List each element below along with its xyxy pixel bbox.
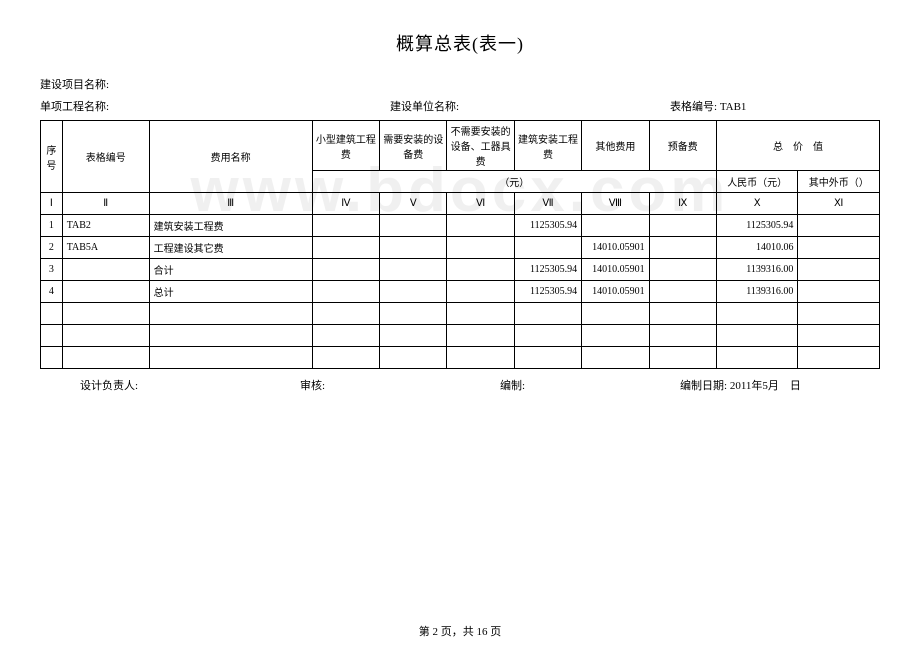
project-name-label: 建设项目名称: (40, 76, 390, 92)
budget-table: 序号 表格编号 费用名称 小型建筑工程费 需要安装的设备费 不需要安装的设备、工… (40, 120, 880, 369)
table-row (41, 325, 880, 347)
page-indicator: 第 2 页，共 16 页 (0, 623, 920, 639)
table-row (41, 347, 880, 369)
th-foreign: 其中外币（） (798, 171, 880, 193)
designer-label: 设计负责人: (80, 377, 300, 393)
compiler-label: 编制: (500, 377, 680, 393)
unit-project-label: 单项工程名称: (40, 98, 390, 114)
table-code-label: 表格编号: TAB1 (670, 98, 880, 114)
compile-date: 编制日期: 2011年5月 日 (680, 377, 880, 393)
table-row: 3合计1125305.9414010.059011139316.00 (41, 259, 880, 281)
th-build: 建筑安装工程费 (514, 121, 581, 171)
th-seq: 序号 (41, 121, 63, 193)
constructor-label: 建设单位名称: (390, 98, 670, 114)
table-row: 1TAB2建筑安装工程费1125305.941125305.94 (41, 215, 880, 237)
th-code: 表格编号 (62, 121, 149, 193)
th-name: 费用名称 (149, 121, 312, 193)
th-need: 需要安装的设备费 (380, 121, 447, 171)
th-unit: （元） (312, 171, 716, 193)
review-label: 审核: (300, 377, 500, 393)
table-row: 4总计1125305.9414010.059011139316.00 (41, 281, 880, 303)
page-title: 概算总表(表一) (40, 30, 880, 56)
th-reserve: 预备费 (649, 121, 716, 171)
th-total: 总 价 值 (716, 121, 879, 171)
th-other: 其他费用 (582, 121, 649, 171)
th-no: 不需要安装的设备、工器具费 (447, 121, 514, 171)
th-rmb: 人民币（元） (716, 171, 798, 193)
th-small: 小型建筑工程费 (312, 121, 379, 171)
table-row (41, 303, 880, 325)
roman-row: ⅠⅡⅢ ⅣⅤⅥ ⅦⅧⅨ ⅩⅪ (41, 193, 880, 215)
table-row: 2TAB5A工程建设其它费14010.0590114010.06 (41, 237, 880, 259)
